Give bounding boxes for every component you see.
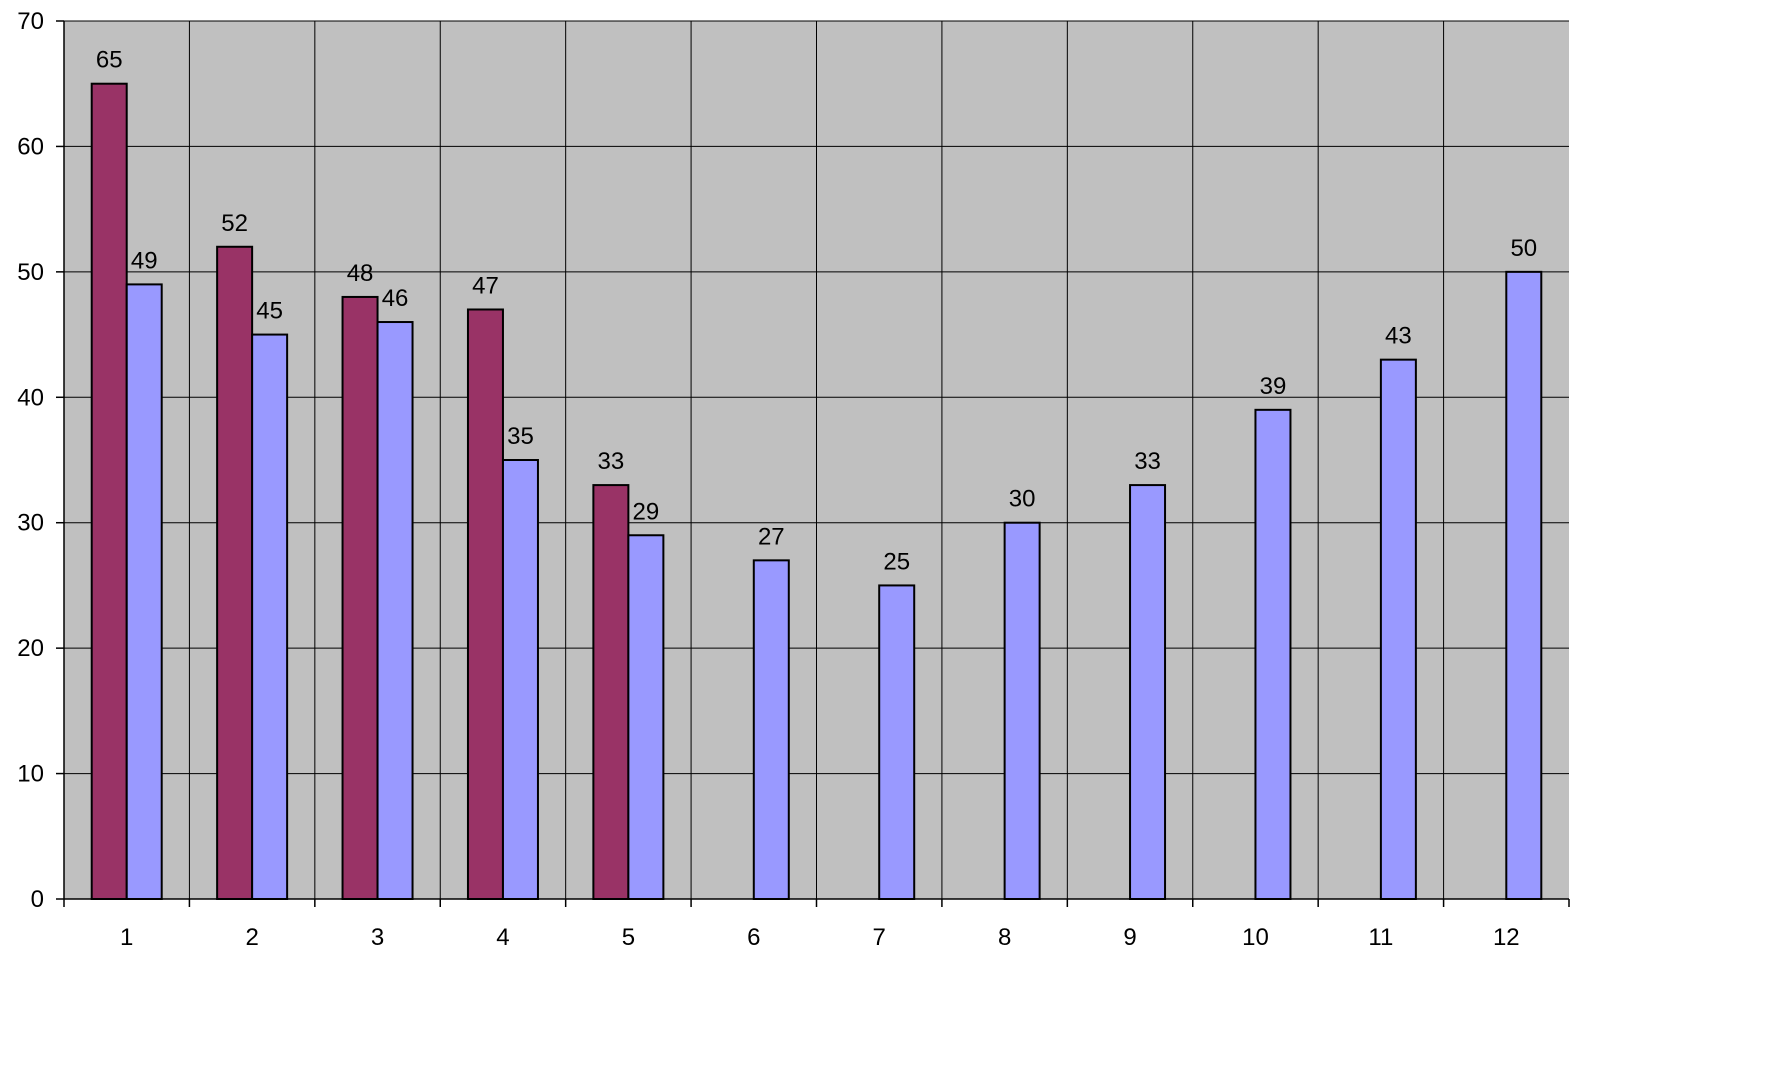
- data-label: 33: [598, 448, 625, 475]
- x-tick-label: 7: [873, 924, 886, 951]
- bar-series-2: [1003, 521, 1041, 900]
- x-tick-label: 9: [1123, 924, 1136, 951]
- data-label: 27: [758, 523, 785, 550]
- bar-series-1: [216, 245, 254, 900]
- bar-series-2: [376, 321, 414, 900]
- bar-series-2: [752, 559, 790, 900]
- x-tick-label: 6: [747, 924, 760, 951]
- y-tick-label: 50: [17, 259, 44, 286]
- bar-series-1: [592, 484, 630, 900]
- bar-series-2: [1254, 408, 1292, 900]
- data-label: 49: [131, 247, 158, 274]
- bar-series-2: [1379, 358, 1417, 900]
- bar-series-1: [90, 82, 128, 900]
- bar-series-2: [125, 283, 163, 900]
- bar-series-2: [627, 534, 665, 900]
- x-tick-label: 11: [1368, 924, 1393, 951]
- data-label: 47: [472, 272, 499, 299]
- x-tick-label: 5: [622, 924, 635, 951]
- y-tick-label: 0: [31, 886, 44, 913]
- bar-series-2: [251, 333, 289, 901]
- bars: [90, 82, 1543, 901]
- data-label: 25: [883, 548, 910, 575]
- x-tick-label: 1: [120, 924, 133, 951]
- x-tick-label: 10: [1242, 924, 1269, 951]
- y-tick-label: 40: [17, 384, 44, 411]
- data-label: 50: [1510, 235, 1537, 262]
- x-tick-label: 2: [245, 924, 258, 951]
- x-tick-label: 8: [998, 924, 1011, 951]
- gridlines: [64, 20, 1569, 900]
- x-tick-label: 4: [496, 924, 509, 951]
- bar-series-2: [1505, 270, 1543, 901]
- y-tick-label: 60: [17, 133, 44, 160]
- y-tick-label: 20: [17, 635, 44, 662]
- data-label: 29: [633, 498, 660, 525]
- bar-series-2: [501, 459, 539, 900]
- data-label: 39: [1260, 373, 1287, 400]
- y-tick-label: 70: [17, 8, 44, 35]
- data-label: 43: [1385, 323, 1412, 350]
- x-tick-label: 12: [1493, 924, 1520, 951]
- data-label: 30: [1009, 486, 1036, 513]
- data-label: 45: [256, 298, 283, 325]
- bar-series-2: [1129, 484, 1167, 900]
- bar-series-1: [466, 308, 504, 900]
- bar-series-1: [341, 295, 379, 900]
- data-labels: 65 52 48 47 33 49 45 46 35 29 27 25 30 33 39 43 50: [96, 47, 1537, 576]
- data-label: 52: [221, 210, 248, 237]
- data-label: 46: [382, 285, 409, 312]
- data-label: 48: [347, 260, 374, 287]
- y-tick-label: 10: [17, 761, 44, 788]
- data-label: 65: [96, 47, 123, 74]
- bar-series-2: [878, 584, 916, 901]
- x-tick-label: 3: [371, 924, 384, 951]
- data-label: 33: [1134, 448, 1161, 475]
- data-label: 35: [507, 423, 534, 450]
- y-tick-label: 30: [17, 510, 44, 537]
